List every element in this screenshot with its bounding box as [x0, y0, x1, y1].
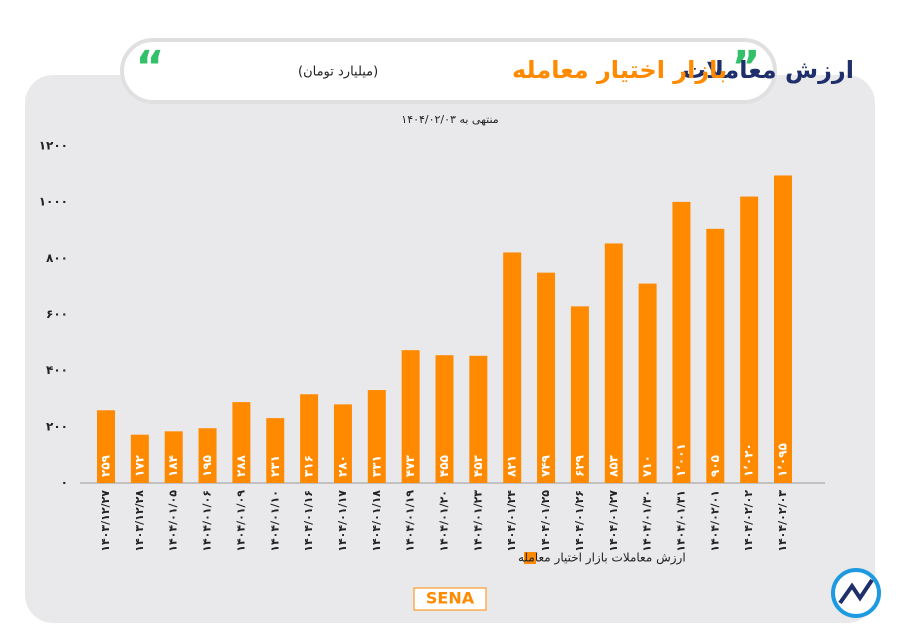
- x-tick-label: ۱۴۰۴/۰۱/۰۵: [167, 490, 180, 552]
- value-label: ۸۲۱: [505, 455, 519, 477]
- value-label: ۳۱۶: [302, 455, 316, 477]
- value-label: ۱۷۲: [132, 454, 146, 477]
- bar: [638, 283, 657, 483]
- bar: [604, 243, 623, 483]
- value-label: ۸۵۳: [606, 454, 620, 477]
- logo-arrow: [838, 578, 874, 605]
- y-tick-label: ۱۲۰۰: [39, 139, 68, 153]
- bar: [198, 428, 217, 483]
- bar: [570, 306, 589, 483]
- x-tick-label: ۱۴۰۴/۰۲/۰۳: [776, 490, 789, 552]
- bar: [503, 252, 522, 483]
- bar: [469, 355, 488, 483]
- x-tick-label: ۱۴۰۳/۱۲/۲۸: [133, 490, 146, 552]
- value-label: ۲۸۸: [234, 454, 248, 477]
- brand-box: [413, 587, 487, 611]
- x-tick-label: ۱۴۰۴/۰۱/۳۱: [674, 490, 687, 552]
- bar: [266, 418, 285, 483]
- bar: [367, 390, 386, 483]
- y-tick-label: ۰: [61, 476, 68, 490]
- bar: [774, 175, 792, 484]
- panel: [25, 75, 875, 623]
- x-tick-label: ۱۴۰۴/۰۱/۱۶: [302, 490, 315, 552]
- x-tick-label: ۱۴۰۳/۱۲/۲۷: [99, 490, 112, 552]
- value-label: ۲۳۱: [268, 455, 282, 477]
- value-label: ۴۷۳: [403, 454, 417, 477]
- x-tick-label: ۱۴۰۴/۰۱/۲۵: [539, 490, 552, 552]
- quote-mark: “: [136, 42, 165, 93]
- value-label: ۷۱۰: [640, 455, 654, 477]
- y-tick-label: ۲۰۰: [46, 419, 68, 433]
- bar: [232, 402, 251, 483]
- x-tick-label: ۱۴۰۴/۰۲/۰۱: [708, 490, 721, 552]
- value-label: ۱٬۰۰۱: [674, 443, 688, 477]
- bar: [333, 404, 352, 483]
- x-tick-label: ۱۴۰۴/۰۱/۲۰: [438, 490, 451, 552]
- value-label: ۱۹۵: [200, 455, 214, 477]
- bar: [537, 272, 556, 483]
- legend-swatch: [524, 552, 536, 564]
- x-tick-label: ۱۴۰۴/۰۱/۲۴: [505, 490, 518, 552]
- quote-mark: ”: [732, 42, 761, 93]
- bar: [300, 394, 319, 483]
- chart-subtitle: (میلیارد تومان): [298, 65, 378, 80]
- x-tick-label: ۱۴۰۴/۰۲/۰۲: [742, 490, 755, 552]
- bar: [97, 410, 115, 483]
- x-tick-label: ۱۴۰۴/۰۱/۲۷: [607, 490, 620, 552]
- value-label: ۲۸۰: [335, 455, 349, 477]
- title-pill: [120, 38, 777, 104]
- value-label: ۱٬۰۲۰: [742, 443, 756, 477]
- value-label: ۲۵۹: [99, 454, 113, 477]
- bar: [164, 431, 183, 483]
- bar: [672, 201, 691, 483]
- chart-title-highlight: بازار اختیار معامله: [512, 56, 727, 84]
- y-tick-label: ۸۰۰: [46, 251, 68, 265]
- y-tick-label: ۶۰۰: [46, 307, 68, 321]
- value-label: ۶۲۹: [572, 454, 586, 477]
- x-tick-label: ۱۴۰۴/۰۱/۰۶: [201, 490, 214, 552]
- bar: [740, 196, 759, 484]
- x-tick-label: ۱۴۰۴/۰۱/۰۹: [234, 490, 247, 552]
- value-label: ۴۵۳: [471, 454, 485, 477]
- value-label: ۱۸۴: [166, 455, 180, 477]
- x-tick-label: ۱۴۰۴/۰۱/۱۹: [404, 490, 417, 552]
- value-label: ۳۳۱: [369, 455, 383, 477]
- bar: [435, 355, 454, 483]
- x-tick-label: ۱۴۰۴/۰۱/۳۰: [641, 490, 654, 552]
- value-label: ۹۰۵: [708, 455, 722, 477]
- value-label: ۷۴۹: [539, 454, 553, 477]
- x-tick-label: ۱۴۰۴/۰۱/۲۶: [573, 490, 586, 552]
- bar: [401, 350, 420, 483]
- y-tick-label: ۴۰۰: [46, 363, 68, 377]
- x-tick-label: ۱۴۰۴/۰۱/۱۸: [370, 490, 383, 552]
- value-label: ۱٬۰۹۵: [776, 443, 790, 477]
- bar: [130, 434, 149, 483]
- bar: [706, 228, 725, 483]
- x-tick-label: ۱۴۰۴/۰۱/۲۳: [471, 490, 484, 552]
- legend-label: ارزش معاملات بازار اختیار معامله: [518, 551, 686, 566]
- brand: SENA: [426, 589, 475, 608]
- x-tick-label: ۱۴۰۴/۰۱/۱۷: [336, 490, 349, 552]
- value-label: ۴۵۵: [437, 455, 451, 477]
- y-tick-label: ۱۰۰۰: [39, 195, 68, 209]
- x-tick-label: ۱۴۰۴/۰۱/۱۰: [268, 490, 281, 552]
- note: منتهی به ۱۴۰۴/۰۲/۰۳: [401, 113, 499, 126]
- chart-title: ارزش معاملات: [682, 56, 854, 84]
